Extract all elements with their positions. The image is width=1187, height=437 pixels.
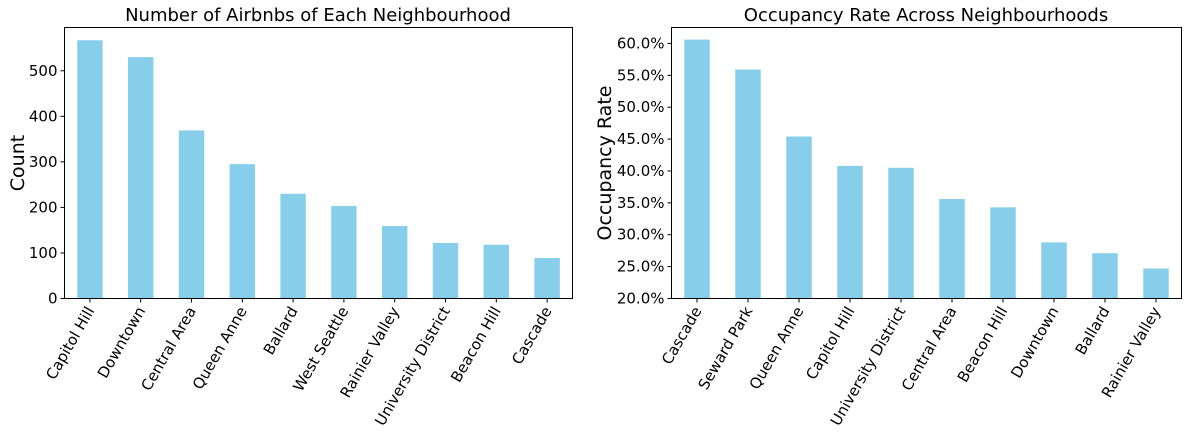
x-tick-label: Capitol Hill [42,304,98,383]
bars-group [684,39,1169,299]
bar [684,39,710,299]
bar [178,130,205,299]
x-tick-label: Downtown [1007,304,1062,382]
y-tick-label: 30.0% [617,226,665,244]
chart-title: Occupancy Rate Across Neighbourhoods [744,5,1108,26]
chart-title: Number of Airbnbs of Each Neighbourhood [125,5,511,26]
y-axis-label: Count [7,135,29,191]
bar [939,199,965,299]
bar [77,40,103,299]
bar [837,165,863,299]
bar [229,164,255,299]
y-tick-label: 20.0% [617,290,665,308]
x-tick-label: Beacon Hill [447,304,505,386]
bar [786,136,812,299]
y-tick-label: 25.0% [617,258,665,276]
bar [432,242,459,299]
y-tick-label: 300 [29,153,58,171]
y-tick-label: 500 [29,62,58,80]
y-tick-label: 400 [29,107,58,125]
bar [382,226,408,299]
y-tick-label: 40.0% [617,162,665,180]
y-ticks: 20.0% 25.0% 30.0% 35.0% 40.0% 45.0% 50.0% 55.0%… [617,34,672,308]
y-tick-label: 0 [48,290,58,308]
bar [534,257,560,299]
bar [128,57,154,299]
plot-frame [671,27,1182,299]
y-tick-label: 50.0% [617,98,665,116]
x-tick-label: Cascade [658,304,705,368]
y-ticks: 0 100 200 300 400 500 [29,62,65,308]
bars-group [77,40,560,299]
bar [280,193,306,299]
y-tick-label: 45.0% [617,130,665,148]
y-tick-label: 200 [29,198,58,216]
bar [1041,242,1067,299]
x-tick-label: Cascade [508,304,555,368]
x-tick-label: Downtown [94,304,149,382]
y-tick-label: 35.0% [617,194,665,212]
y-tick-label: 60.0% [617,34,665,52]
chart-occupancy-rate: Occupancy Rate Across Neighbourhoods Occ… [594,5,1182,429]
plot-frame [64,27,573,299]
chart-airbnb-count: Number of Airbnbs of Each Neighbourhood … [7,5,573,429]
y-tick-label: 100 [29,244,58,262]
bar [888,167,914,299]
x-tick-label: Ballard [1072,304,1114,358]
x-tick-label: Central Area [898,304,961,394]
y-tick-label: 55.0% [617,66,665,84]
x-tick-label: Beacon Hill [954,304,1012,386]
x-tick-label: Ballard [260,304,302,358]
bar [1143,268,1169,299]
bar [990,207,1016,299]
bar [331,206,357,299]
bar [735,69,761,299]
bar [1092,253,1118,299]
x-tick-label: Queen Anne [746,304,808,393]
bar [483,244,509,299]
x-tick-label: Queen Anne [189,304,251,393]
x-tick-label: Capitol Hill [802,304,858,383]
y-axis-label: Occupancy Rate [594,86,616,241]
